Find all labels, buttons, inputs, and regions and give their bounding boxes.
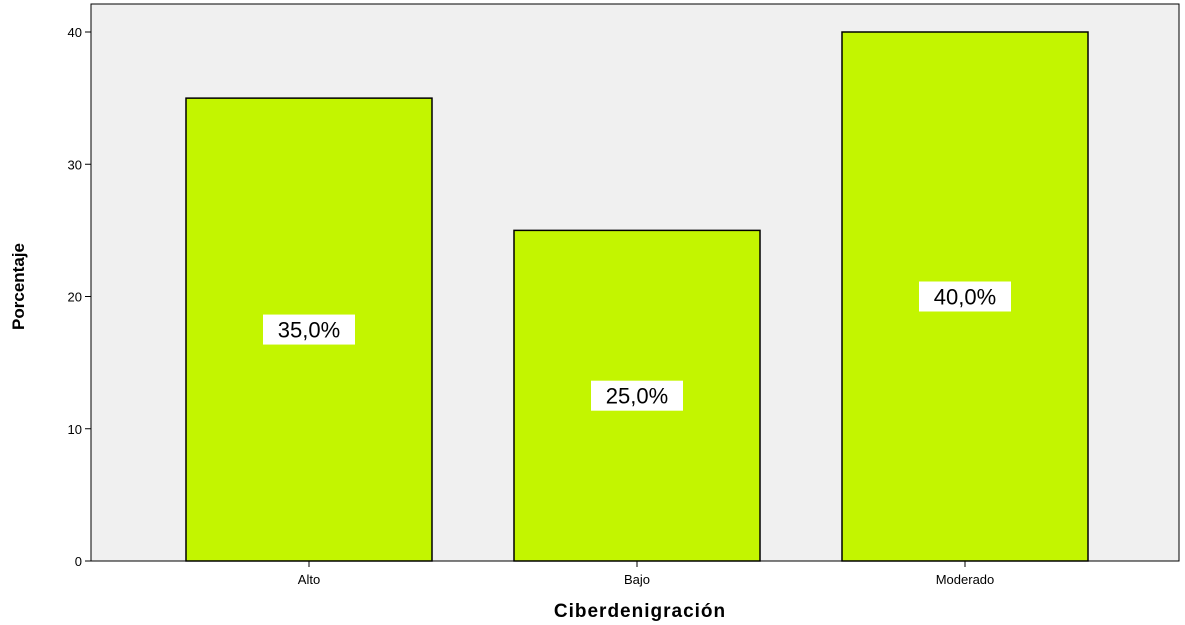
- data-label: 35,0%: [278, 318, 340, 343]
- x-axis: Alto Bajo Moderado: [298, 561, 994, 587]
- x-tick-label: Moderado: [936, 572, 995, 587]
- y-tick-label: 20: [68, 290, 82, 305]
- y-tick-label: 10: [68, 422, 82, 437]
- x-tick-label: Bajo: [624, 572, 650, 587]
- data-label: 25,0%: [606, 384, 668, 409]
- data-labels-group: 35,0% 25,0% 40,0%: [263, 281, 1011, 411]
- y-axis: 0 10 20 30 40: [68, 25, 91, 569]
- y-axis-title: Porcentaje: [9, 243, 28, 330]
- y-tick-label: 0: [75, 554, 82, 569]
- x-tick-label: Alto: [298, 572, 320, 587]
- x-axis-title: Ciberdenigración: [554, 601, 726, 622]
- data-label-box: [919, 281, 1011, 312]
- y-tick-label: 40: [68, 25, 82, 40]
- y-tick-label: 30: [68, 157, 82, 172]
- data-label: 40,0%: [934, 285, 996, 310]
- data-label-box: [263, 314, 355, 345]
- data-label-box: [591, 380, 683, 411]
